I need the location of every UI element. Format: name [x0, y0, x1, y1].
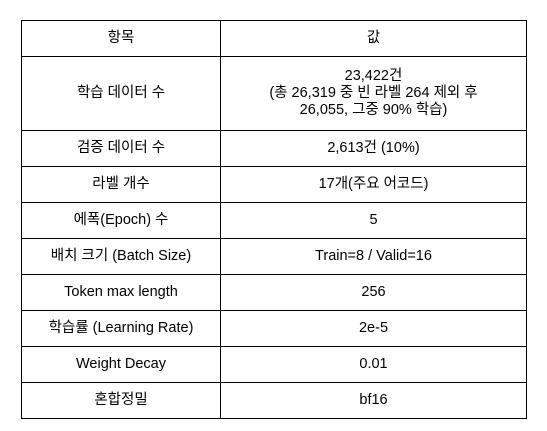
row-value: 256 — [220, 274, 527, 311]
row-key: 에폭(Epoch) 수 — [21, 202, 221, 239]
row-key: 혼합정밀 — [21, 382, 221, 419]
row-value: Train=8 / Valid=16 — [220, 238, 527, 275]
header-value: 값 — [220, 20, 527, 57]
row-key: 배치 크기 (Batch Size) — [21, 238, 221, 275]
row-value: 17개(주요 어코드) — [220, 166, 527, 203]
row-value-line: (총 26,319 중 빈 라벨 264 제외 후 — [269, 85, 478, 101]
row-value: bf16 — [220, 382, 527, 419]
row-key: 학습률 (Learning Rate) — [21, 310, 221, 347]
row-value: 2e-5 — [220, 310, 527, 347]
row-key: Weight Decay — [21, 346, 221, 383]
table-row-weight-decay: Weight Decay 0.01 — [21, 346, 527, 383]
hyperparameter-table: 항목 값 학습 데이터 수 23,422건 (총 26,319 중 빈 라벨 2… — [21, 20, 527, 419]
row-value: 23,422건 (총 26,319 중 빈 라벨 264 제외 후 26,055… — [220, 56, 527, 131]
row-value-line: 23,422건 — [344, 68, 403, 84]
table-row-token-max-length: Token max length 256 — [21, 274, 527, 311]
table-row-train-data: 학습 데이터 수 23,422건 (총 26,319 중 빈 라벨 264 제외… — [21, 56, 527, 131]
row-key: 학습 데이터 수 — [21, 56, 221, 131]
row-value: 5 — [220, 202, 527, 239]
row-key: Token max length — [21, 274, 221, 311]
table-header-row: 항목 값 — [21, 20, 527, 57]
row-value-line: 26,055, 그중 90% 학습) — [299, 102, 448, 118]
row-key: 라벨 개수 — [21, 166, 221, 203]
table-row-epochs: 에폭(Epoch) 수 5 — [21, 202, 527, 239]
row-value: 2,613건 (10%) — [220, 130, 527, 167]
table-row-learning-rate: 학습률 (Learning Rate) 2e-5 — [21, 310, 527, 347]
table-row-valid-data: 검증 데이터 수 2,613건 (10%) — [21, 130, 527, 167]
header-key: 항목 — [21, 20, 221, 57]
hyperparameter-table-container: 항목 값 학습 데이터 수 23,422건 (총 26,319 중 빈 라벨 2… — [21, 20, 527, 419]
table-row-batch-size: 배치 크기 (Batch Size) Train=8 / Valid=16 — [21, 238, 527, 275]
table-row-mixed-precision: 혼합정밀 bf16 — [21, 382, 527, 419]
row-value: 0.01 — [220, 346, 527, 383]
row-key: 검증 데이터 수 — [21, 130, 221, 167]
table-row-label-count: 라벨 개수 17개(주요 어코드) — [21, 166, 527, 203]
